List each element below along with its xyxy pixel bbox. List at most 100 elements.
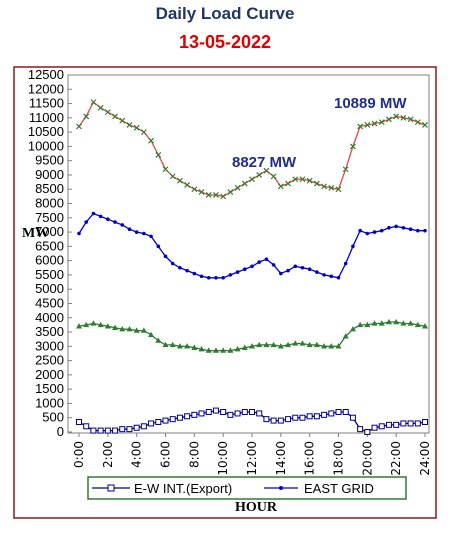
- series-1-point: [149, 234, 153, 239]
- series-2-point: [249, 343, 255, 349]
- legend-label-ew: E-W INT.(Export): [134, 481, 232, 496]
- series-0-point: [313, 180, 320, 187]
- series-1-point: [199, 274, 204, 279]
- series-0-point: [378, 119, 385, 126]
- series-3-point: [176, 414, 183, 421]
- series-2-point: [112, 324, 119, 330]
- series-1-point: [120, 223, 125, 227]
- chart-title: Daily Load Curve: [155, 4, 295, 23]
- series-3-point: [119, 426, 126, 433]
- y-axis-label: MW: [22, 226, 49, 241]
- series-0-point: [292, 176, 299, 183]
- series-1-point: [178, 265, 182, 270]
- series-0-point: [285, 180, 291, 187]
- series-3-point: [234, 410, 241, 417]
- series-0-point: [234, 184, 241, 191]
- series-2-point: [306, 341, 313, 348]
- series-1-point: [343, 261, 348, 266]
- series-2-point: [148, 331, 155, 338]
- x-tick-label: 6:00: [159, 441, 173, 468]
- series-1-point: [250, 264, 254, 269]
- series-0-point: [349, 143, 356, 150]
- y-tick-label: 1000: [35, 395, 64, 410]
- series-2-point: [90, 320, 97, 326]
- series-2-point: [241, 344, 248, 350]
- series-2-point: [414, 321, 421, 328]
- y-tick-label: 11000: [29, 110, 64, 125]
- legend-label-east: EAST GRID: [304, 481, 374, 496]
- series-3-point: [256, 410, 263, 417]
- series-1-point: [351, 244, 355, 249]
- series-0-point: [97, 104, 104, 111]
- series-1-point: [91, 211, 96, 216]
- y-tick-label: 9000: [35, 167, 64, 182]
- series-2-point: [176, 343, 183, 349]
- series-3-point: [357, 426, 364, 433]
- y-tick-label: 7000: [35, 224, 64, 239]
- y-tick-label: 3500: [35, 324, 64, 339]
- series-2: [76, 318, 428, 353]
- series-3-point: [220, 409, 227, 416]
- series-2-point: [76, 323, 82, 329]
- series-3-point: [349, 414, 356, 421]
- y-tick-label: 4500: [35, 295, 64, 310]
- series-3-point: [227, 411, 234, 418]
- x-tick-label: 14:00: [274, 441, 288, 476]
- series-3-point: [328, 410, 335, 417]
- series-3-point: [371, 424, 378, 431]
- series-1-point: [286, 268, 290, 273]
- series-2-point: [205, 347, 212, 353]
- series-1-point: [264, 257, 269, 262]
- y-tick-label: 2500: [35, 353, 64, 368]
- series-0-point: [306, 177, 313, 184]
- series-3-point: [249, 409, 255, 416]
- x-tick-label: 4:00: [130, 441, 144, 468]
- series-1-point: [106, 217, 110, 222]
- series-1-point: [214, 275, 218, 280]
- series-1-point: [77, 231, 81, 236]
- series-1-point: [423, 228, 427, 233]
- x-tick-label: 10:00: [216, 441, 230, 476]
- series-0-point: [241, 180, 248, 187]
- legend-swatch-ew-marker: [107, 484, 115, 492]
- series-3: [76, 407, 428, 435]
- series-1-point: [235, 270, 240, 274]
- series-3-point: [155, 419, 162, 426]
- series-2-point: [277, 343, 284, 349]
- series-3-point: [385, 421, 392, 428]
- series-0-point: [364, 122, 371, 128]
- series-0-point: [198, 189, 205, 196]
- series-0-point: [256, 172, 263, 178]
- series-2-point: [234, 345, 241, 352]
- series-3-point: [364, 429, 371, 435]
- series-2-point: [169, 341, 176, 348]
- series-2-point: [371, 320, 378, 326]
- series-0-point: [393, 113, 400, 120]
- y-tick-label: 6000: [35, 253, 64, 268]
- series-1-point: [394, 224, 398, 229]
- series-0-point: [213, 192, 219, 198]
- y-tick-label: 8500: [35, 181, 64, 196]
- series-0-point: [184, 182, 191, 188]
- series-0-point: [299, 176, 306, 183]
- series-0-point: [400, 114, 407, 121]
- series-3-point: [184, 413, 191, 420]
- series-3-point: [422, 419, 428, 426]
- series-2-point: [285, 341, 292, 348]
- y-tick-label: 500: [42, 410, 64, 425]
- series-1-point: [113, 220, 117, 224]
- series-1-point: [98, 214, 103, 219]
- series-1-point: [163, 254, 168, 259]
- series-3-point: [148, 420, 155, 427]
- series-2-point: [364, 321, 371, 328]
- series-1-point: [170, 261, 175, 266]
- series-2-point: [220, 347, 227, 353]
- series-3-point: [76, 419, 82, 426]
- series-3-point: [97, 427, 104, 434]
- y-tick-label: 10500: [28, 124, 64, 139]
- series-0-point: [191, 186, 198, 193]
- series-1-point: [300, 265, 305, 270]
- series-0-point: [407, 116, 414, 123]
- series-3-point: [270, 417, 277, 424]
